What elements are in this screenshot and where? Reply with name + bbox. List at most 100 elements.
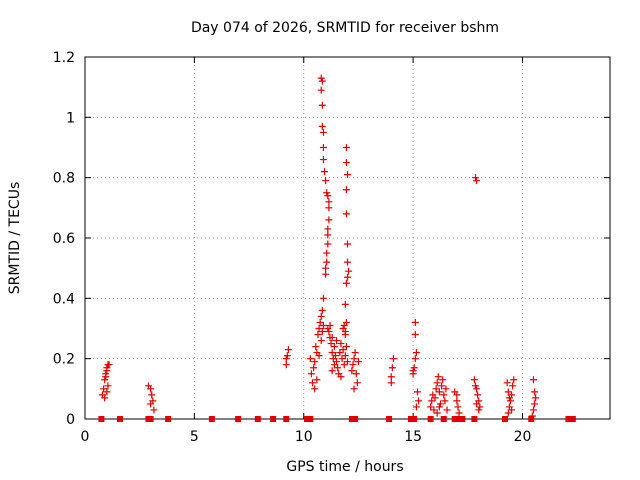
data-point	[474, 391, 482, 399]
y-tick-label: 0.2	[53, 352, 75, 368]
data-point	[330, 343, 338, 351]
data-point	[473, 177, 481, 185]
data-point	[387, 379, 395, 387]
data-point	[344, 171, 351, 179]
data-point	[453, 397, 461, 405]
data-point	[341, 300, 349, 308]
data-point	[430, 406, 438, 414]
data-point	[328, 349, 336, 357]
data-point	[529, 376, 537, 384]
data-point	[331, 352, 339, 360]
data-point	[442, 385, 450, 393]
data-point	[322, 270, 330, 278]
data-point	[503, 379, 511, 387]
data-point	[319, 128, 327, 136]
data-point	[438, 382, 446, 390]
data-point	[433, 379, 441, 387]
y-tick-label: 0.4	[53, 291, 75, 307]
y-tick-label: 0.8	[53, 171, 75, 187]
data-point	[411, 331, 419, 339]
data-point	[529, 406, 537, 414]
data-point	[317, 337, 325, 345]
data-point	[351, 349, 359, 357]
data-point-zero	[471, 416, 478, 422]
data-point	[318, 101, 326, 109]
data-point	[341, 352, 349, 360]
y-axis-label: SRMTID / TECUs	[7, 182, 23, 295]
data-point	[323, 189, 331, 197]
data-point-zero	[427, 416, 434, 422]
data-point	[470, 376, 478, 384]
data-point	[325, 216, 333, 224]
y-tick-label: 1	[66, 110, 75, 126]
data-point	[339, 346, 347, 354]
data-point	[531, 400, 539, 408]
data-point	[454, 403, 462, 411]
axis-ticks: 0 5 10 15 20 0 0.2 0.4 0.6 0.8 1 1.2	[53, 50, 610, 445]
data-point	[317, 312, 325, 320]
data-point	[327, 340, 335, 348]
data-point	[147, 400, 155, 408]
data-point	[328, 334, 336, 342]
data-point	[354, 358, 362, 366]
data-point-zero	[569, 416, 576, 422]
data-point	[325, 328, 333, 336]
data-point	[531, 388, 539, 396]
data-point-zero	[254, 416, 261, 422]
data-point	[432, 385, 440, 393]
data-point	[103, 367, 111, 375]
data-point	[473, 400, 481, 408]
data-point-zero	[208, 416, 215, 422]
data-point	[101, 376, 109, 384]
data-point	[325, 198, 333, 206]
data-point	[353, 379, 361, 387]
data-point	[471, 382, 479, 390]
data-point	[411, 355, 419, 363]
data-point	[342, 144, 350, 151]
data-point	[311, 385, 319, 393]
data-point	[323, 249, 331, 257]
data-point	[342, 318, 350, 326]
data-point	[148, 391, 156, 399]
data-point	[309, 379, 316, 387]
data-point	[435, 403, 443, 411]
data-point	[410, 364, 418, 372]
data-point	[439, 376, 447, 384]
data-point	[387, 373, 395, 381]
data-point	[342, 159, 350, 167]
data-point	[282, 355, 290, 363]
x-tick-label: 20	[514, 429, 532, 445]
data-point	[337, 373, 345, 381]
data-point	[475, 406, 483, 414]
data-point	[322, 264, 330, 272]
data-point	[471, 174, 479, 182]
data-point	[509, 382, 517, 390]
data-point	[428, 397, 436, 405]
y-tick-label: 0.6	[53, 231, 75, 247]
x-tick-label: 15	[404, 429, 422, 445]
data-point	[319, 321, 327, 329]
data-point	[318, 306, 326, 314]
data-point	[435, 388, 443, 396]
data-point	[100, 385, 108, 393]
data-point	[103, 388, 111, 396]
data-point	[324, 225, 332, 233]
data-point	[307, 370, 315, 378]
y-tick-label: 0	[66, 412, 75, 428]
data-point	[306, 355, 314, 363]
data-point	[441, 397, 449, 405]
data-point-zero	[386, 416, 393, 422]
data-point	[310, 364, 318, 372]
data-point	[326, 321, 334, 329]
data-point	[344, 258, 351, 266]
data-point	[282, 361, 290, 369]
x-tick-label: 5	[190, 429, 199, 445]
data-point-zero	[307, 416, 314, 422]
data-point	[315, 325, 323, 332]
data-point	[508, 406, 516, 414]
data-point	[436, 400, 444, 408]
data-point	[324, 240, 332, 248]
data-point	[322, 177, 330, 185]
data-point	[342, 279, 350, 287]
